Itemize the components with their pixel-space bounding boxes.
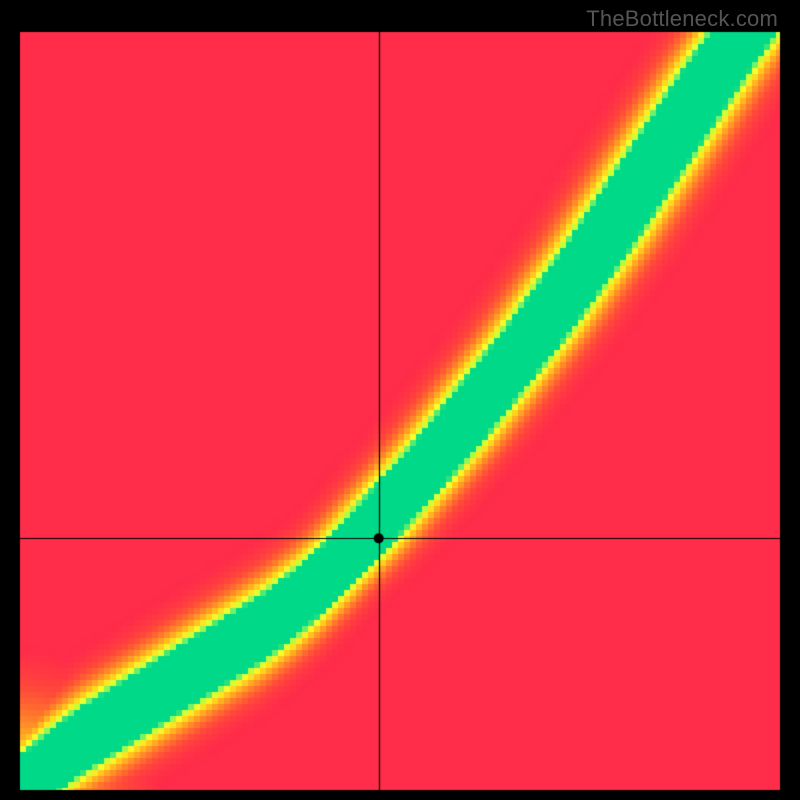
bottleneck-heatmap-chart: TheBottleneck.com	[0, 0, 800, 800]
heatmap-canvas	[0, 0, 800, 800]
